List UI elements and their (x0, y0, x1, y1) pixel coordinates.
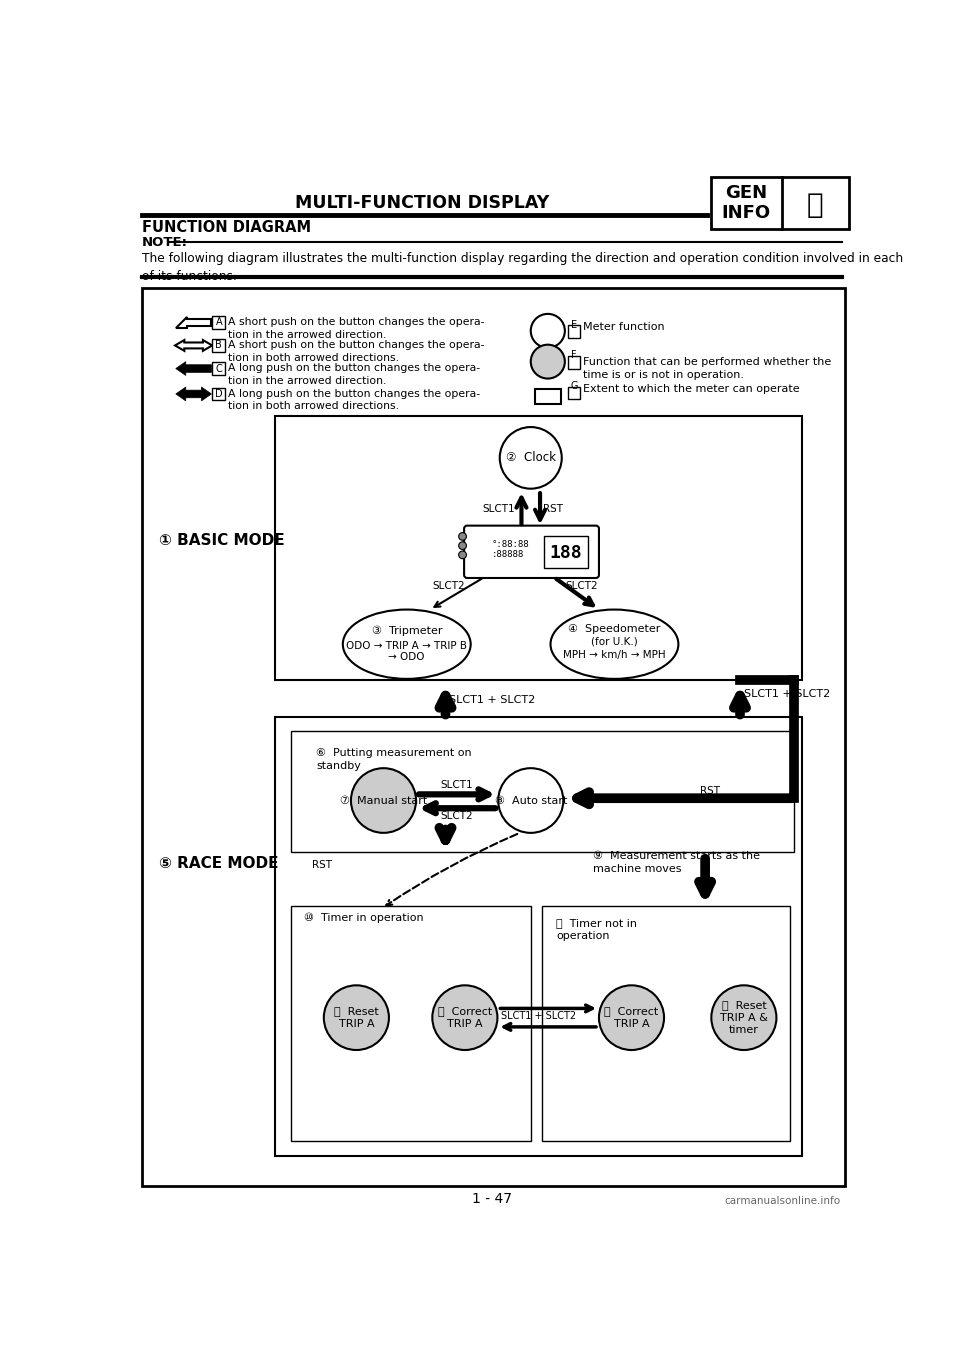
Text: SLCT1 + SLCT2: SLCT1 + SLCT2 (449, 695, 536, 705)
Text: D: D (215, 388, 223, 399)
FancyBboxPatch shape (212, 388, 226, 401)
Text: ②  Clock: ② Clock (506, 451, 556, 464)
FancyBboxPatch shape (291, 731, 794, 851)
FancyBboxPatch shape (544, 535, 588, 568)
Text: SLCT1 + SLCT2: SLCT1 + SLCT2 (744, 690, 830, 699)
Circle shape (432, 986, 497, 1050)
FancyBboxPatch shape (291, 906, 531, 1141)
Circle shape (531, 314, 564, 348)
Text: A: A (215, 318, 222, 327)
Text: 🏍: 🏍 (807, 190, 824, 219)
FancyBboxPatch shape (464, 526, 599, 579)
FancyBboxPatch shape (142, 288, 845, 1186)
Circle shape (531, 345, 564, 379)
Text: 1 - 47: 1 - 47 (472, 1191, 512, 1206)
Text: GEN
INFO: GEN INFO (722, 185, 771, 221)
Text: ④  Speedometer: ④ Speedometer (568, 623, 660, 634)
Ellipse shape (343, 610, 470, 679)
Text: SLCT1: SLCT1 (441, 779, 473, 790)
Text: SLCT2: SLCT2 (432, 581, 465, 592)
Text: MULTI-FUNCTION DISPLAY: MULTI-FUNCTION DISPLAY (295, 194, 549, 212)
Text: ⑦  Manual start: ⑦ Manual start (340, 796, 427, 805)
Text: Meter function: Meter function (584, 322, 665, 331)
Circle shape (498, 769, 564, 832)
Polygon shape (176, 316, 211, 327)
Circle shape (500, 426, 562, 489)
Text: SLCT1 + SLCT2: SLCT1 + SLCT2 (501, 1012, 576, 1021)
Circle shape (459, 551, 467, 558)
Text: RST: RST (700, 786, 720, 796)
Circle shape (599, 986, 664, 1050)
Text: 188: 188 (549, 543, 582, 562)
Text: MPH → km/h → MPH: MPH → km/h → MPH (564, 650, 666, 660)
Text: ⑩  Timer in operation: ⑩ Timer in operation (304, 913, 424, 923)
Text: (for U.K.): (for U.K.) (591, 636, 637, 646)
Text: ⑤ RACE MODE: ⑤ RACE MODE (158, 856, 278, 872)
Text: :88888: :88888 (492, 550, 524, 558)
Text: FUNCTION DIAGRAM: FUNCTION DIAGRAM (142, 220, 311, 235)
Text: ③  Tripmeter: ③ Tripmeter (372, 625, 442, 636)
Text: ⑴  Reset
TRIP A &
timer: ⑴ Reset TRIP A & timer (720, 1001, 768, 1035)
Text: ODO → TRIP A → TRIP B: ODO → TRIP A → TRIP B (347, 641, 468, 650)
FancyArrow shape (176, 361, 211, 375)
Text: A short push on the button changes the opera-
tion in the arrowed direction.: A short push on the button changes the o… (228, 316, 485, 340)
FancyBboxPatch shape (275, 416, 802, 680)
Circle shape (351, 769, 416, 832)
Text: E: E (571, 319, 577, 330)
Text: RST: RST (312, 860, 332, 870)
Text: ⑫  Correct
TRIP A: ⑫ Correct TRIP A (438, 1006, 492, 1029)
Text: RST: RST (543, 504, 564, 515)
Text: ⑲  Timer not in
operation: ⑲ Timer not in operation (557, 918, 637, 941)
Circle shape (711, 986, 777, 1050)
FancyBboxPatch shape (710, 177, 849, 230)
FancyBboxPatch shape (542, 906, 790, 1141)
Text: ⑪  Reset
TRIP A: ⑪ Reset TRIP A (334, 1006, 379, 1029)
Circle shape (324, 986, 389, 1050)
FancyBboxPatch shape (275, 717, 802, 1156)
FancyBboxPatch shape (568, 356, 581, 368)
FancyBboxPatch shape (568, 387, 581, 399)
Text: A long push on the button changes the opera-
tion in the arrowed direction.: A long push on the button changes the op… (228, 363, 481, 386)
Text: °:88:88: °:88:88 (492, 539, 530, 549)
Text: The following diagram illustrates the multi-function display regarding the direc: The following diagram illustrates the mu… (142, 253, 902, 284)
Text: Extent to which the meter can operate: Extent to which the meter can operate (584, 383, 800, 394)
Circle shape (459, 542, 467, 550)
FancyBboxPatch shape (535, 388, 561, 403)
Circle shape (459, 532, 467, 540)
Text: ⑥  Putting measurement on
standby: ⑥ Putting measurement on standby (316, 748, 471, 771)
Text: carmanualsonline.info: carmanualsonline.info (725, 1196, 841, 1206)
Text: B: B (215, 341, 222, 350)
Text: SLCT2: SLCT2 (441, 811, 473, 822)
Polygon shape (175, 340, 212, 350)
FancyBboxPatch shape (212, 363, 226, 375)
Text: G: G (570, 382, 578, 391)
Text: NOTE:: NOTE: (142, 236, 188, 249)
Text: ⑧  Auto start: ⑧ Auto start (494, 796, 567, 805)
Text: ① BASIC MODE: ① BASIC MODE (158, 532, 284, 547)
Text: ⑨  Measurement starts as the
machine moves: ⑨ Measurement starts as the machine move… (592, 850, 759, 873)
FancyBboxPatch shape (212, 316, 226, 329)
Text: Function that can be performed whether the
time is or is not in operation.: Function that can be performed whether t… (584, 357, 831, 380)
Text: → ODO: → ODO (389, 652, 425, 661)
Text: F: F (571, 350, 577, 360)
FancyBboxPatch shape (212, 340, 226, 352)
Text: ⑳  Correct
TRIP A: ⑳ Correct TRIP A (605, 1006, 659, 1029)
Polygon shape (176, 387, 211, 401)
Ellipse shape (550, 610, 679, 679)
Text: SLCT1: SLCT1 (483, 504, 516, 515)
Text: A long push on the button changes the opera-
tion in both arrowed directions.: A long push on the button changes the op… (228, 388, 481, 411)
Text: C: C (215, 364, 222, 373)
Text: A short push on the button changes the opera-
tion in both arrowed directions.: A short push on the button changes the o… (228, 340, 485, 363)
Text: SLCT2: SLCT2 (565, 581, 598, 592)
FancyBboxPatch shape (568, 326, 581, 338)
